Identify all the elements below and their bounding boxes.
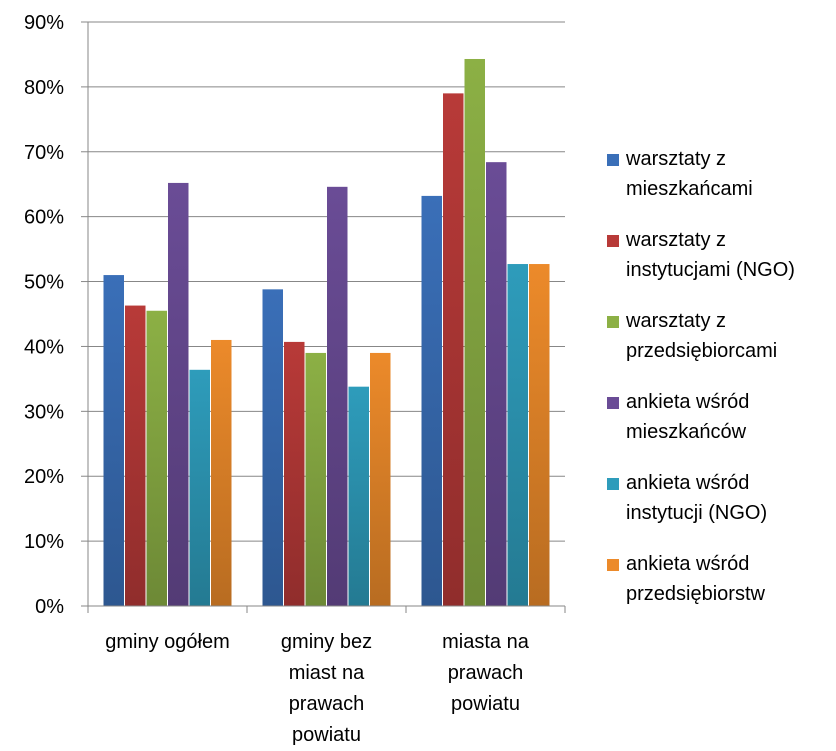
y-tick-label: 90%	[24, 12, 64, 34]
bar	[305, 352, 326, 606]
legend-label: ankieta wśród	[626, 391, 749, 413]
y-tick-label: 60%	[24, 207, 64, 229]
legend-label: mieszkańcami	[626, 178, 753, 200]
legend-swatch	[607, 235, 619, 247]
x-category-label: powiatu	[451, 693, 520, 715]
bar	[486, 162, 507, 606]
bar	[103, 275, 124, 606]
legend-label: ankieta wśród	[626, 553, 749, 575]
legend-swatch	[607, 316, 619, 328]
legend-swatch	[607, 397, 619, 409]
bar	[189, 369, 210, 606]
y-tick-label: 20%	[24, 466, 64, 488]
legend-swatch	[607, 154, 619, 166]
x-category-label: gminy bez	[281, 631, 372, 653]
legend-label: mieszkańców	[626, 421, 747, 443]
legend-label: warsztaty z	[625, 229, 726, 251]
legend-label: przedsiębiorcami	[626, 340, 777, 362]
gridlines	[81, 21, 565, 607]
bar	[146, 310, 167, 606]
bar	[443, 93, 464, 606]
y-tick-label: 10%	[24, 531, 64, 553]
x-category-label: prawach	[448, 662, 524, 684]
legend-label: warsztaty z	[625, 310, 726, 332]
legend-label: instytucjami (NGO)	[626, 259, 795, 281]
legend-item: ankieta wśród instytucji (NGO)	[607, 472, 767, 524]
bar	[262, 289, 283, 606]
bar	[327, 186, 348, 606]
x-category-label: gminy ogółem	[105, 631, 230, 653]
bar	[370, 352, 391, 606]
bars	[103, 58, 550, 606]
y-tick-label: 70%	[24, 142, 64, 164]
legend-item: warsztaty z mieszkańcami	[607, 148, 753, 200]
y-tick-label: 80%	[24, 77, 64, 99]
x-category-labels: gminy ogółem gminy bez miast na prawach powi…	[105, 631, 529, 746]
y-tick-label: 40%	[24, 336, 64, 358]
x-category-label: powiatu	[292, 724, 361, 746]
legend-label: instytucji (NGO)	[626, 502, 767, 524]
bar	[464, 58, 485, 606]
x-category-label: miasta na	[442, 631, 530, 653]
bar	[421, 195, 442, 606]
legend-label: przedsiębiorstw	[626, 583, 766, 605]
y-tick-label: 30%	[24, 401, 64, 423]
y-tick-label: 50%	[24, 272, 64, 294]
y-tick-label: 0%	[35, 596, 64, 618]
legend-label: warsztaty z	[625, 148, 726, 170]
legend: warsztaty z mieszkańcami warsztaty z instyt…	[607, 148, 795, 605]
legend-item: ankieta wśród przedsiębiorstw	[607, 553, 766, 605]
legend-item: warsztaty z instytucjami (NGO)	[607, 229, 795, 281]
legend-swatch	[607, 478, 619, 490]
bar	[507, 264, 528, 606]
bar	[125, 305, 146, 606]
legend-label: ankieta wśród	[626, 472, 749, 494]
axes	[87, 22, 566, 613]
bar	[529, 264, 550, 606]
bar	[284, 341, 305, 606]
y-tick-labels: 0% 10% 20% 30% 40% 50% 60% 70% 80% 90%	[24, 12, 64, 618]
bar	[211, 339, 232, 606]
legend-swatch	[607, 559, 619, 571]
bar	[168, 182, 189, 606]
x-category-label: prawach	[289, 693, 365, 715]
legend-item: ankieta wśród mieszkańców	[607, 391, 749, 443]
bar	[348, 386, 369, 606]
legend-item: warsztaty z przedsiębiorcami	[607, 310, 777, 362]
x-category-label: miast na	[289, 662, 365, 684]
